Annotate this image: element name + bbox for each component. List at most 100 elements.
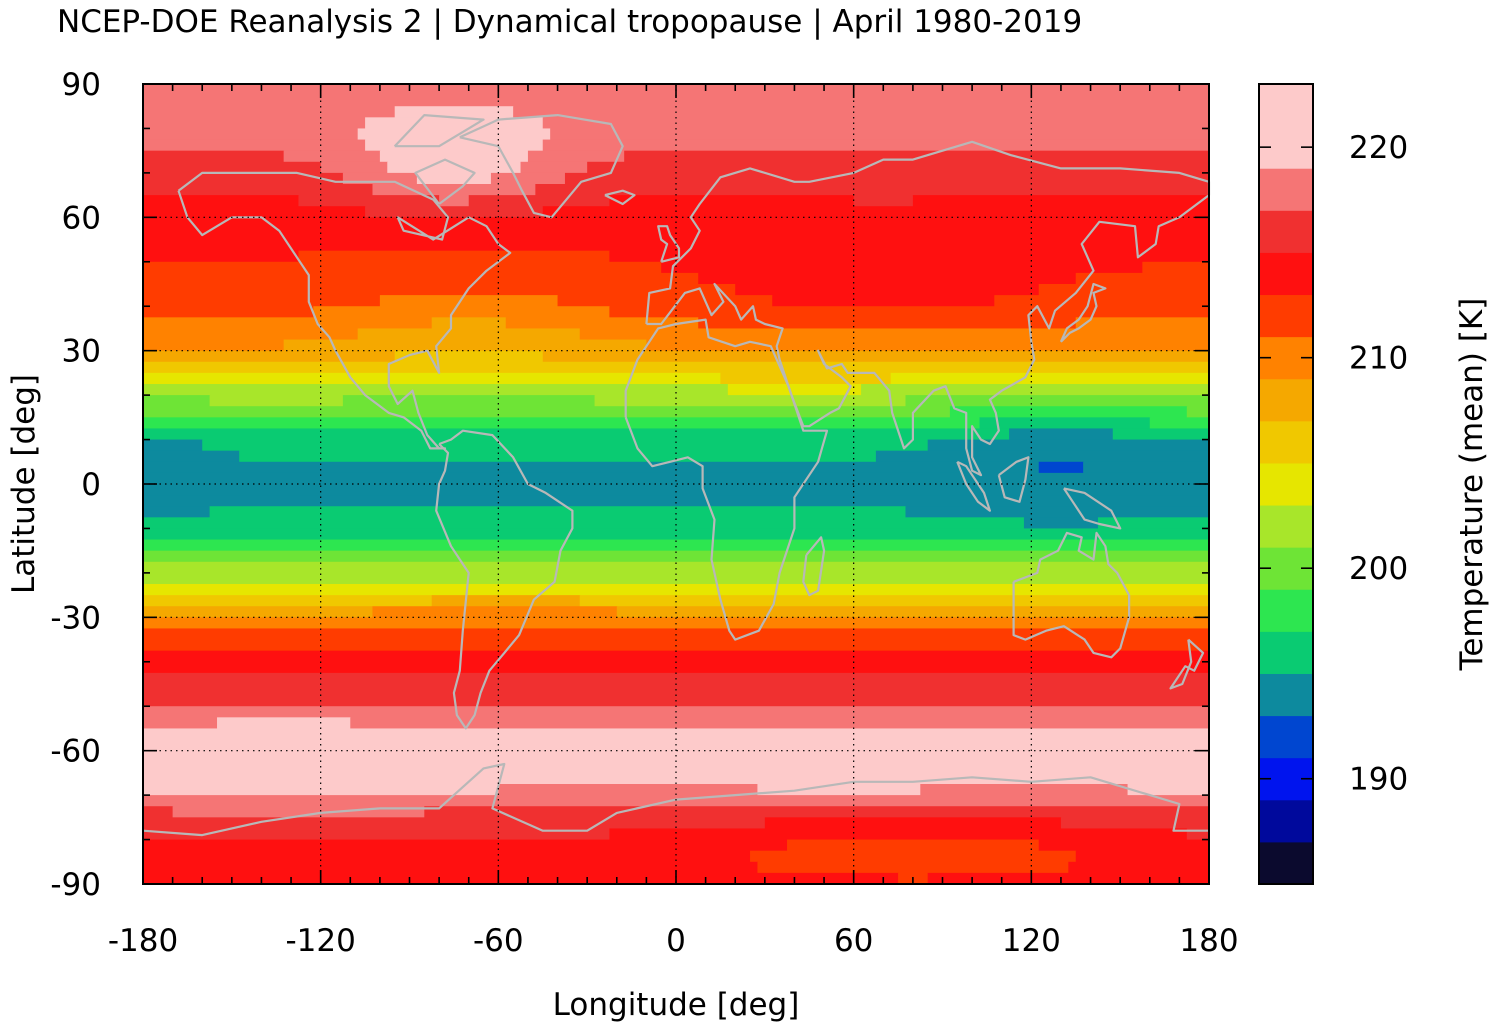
field-cell [772,295,995,307]
field-cell [1060,817,1210,830]
field-cell [890,372,1210,385]
colorbar-swatch [1259,84,1313,169]
field-cell [646,339,1210,352]
field-cell [1112,428,1210,441]
colorbar-swatch [1259,589,1313,632]
field-cell [579,595,1210,607]
field-cell [143,428,1010,441]
field-cell [143,484,1210,496]
field-cell [861,384,1210,396]
colorbar: 190 200 210 220 [1258,83,1408,885]
field-cell [143,339,285,352]
field-cell [379,150,529,163]
field-cell [387,161,522,174]
coast-new-zealand [1169,638,1205,690]
field-cell [927,872,1210,885]
field-cell [1186,406,1210,418]
field-cell [498,784,759,796]
field-cell [209,395,344,407]
colorbar-tick-label: 220 [1349,130,1408,166]
field-cell [557,295,773,307]
field-cell [143,361,1210,374]
field-cell [283,339,647,352]
coast-antarctica [142,762,1209,837]
field-cell [542,139,1210,152]
field-cell [143,228,1210,241]
field-cell [143,284,736,296]
field-cell [143,606,374,618]
field-cell [542,117,1210,130]
field-cell [365,206,544,218]
field-cell [172,806,425,818]
coast-sumatra [956,460,991,512]
colorbar-tick-label: 190 [1349,762,1408,798]
field-cell [143,328,359,341]
field-cell [949,406,1188,418]
coast-madagascar [802,536,826,597]
field-cell [1186,828,1210,841]
colorbar-frame [1258,83,1314,885]
field-cell [143,872,899,885]
field-cell [1038,839,1210,852]
field-cell [143,150,285,163]
colorbar-swatch [1259,210,1313,253]
field-cell [143,161,322,174]
coast-north-america [177,171,512,450]
field-cell [143,217,1210,230]
field-cell [1142,261,1210,274]
field-cell [143,417,981,430]
field-cell [143,450,240,463]
field-cell [143,795,1210,807]
field-cell [1038,284,1210,296]
field-cell [875,450,1210,463]
field-cell [143,506,211,518]
grid-lines [143,84,1209,884]
field-cell [143,172,344,185]
field-cell [143,717,218,730]
field-cell [342,395,596,407]
coast-britain [657,225,681,263]
coast-south-america [435,429,574,730]
field-cell [609,195,855,207]
colorbar-swatch [1259,505,1313,548]
field-cell [143,806,174,818]
field-cell [143,584,1210,596]
field-cell [143,384,729,396]
field-cell [298,250,610,263]
field-cell [542,206,1210,218]
axes: -180 -120 -60 0 60 120 180 90 60 30 0 -30 -60 -90 [50,67,1238,959]
field-cell [1038,461,1084,474]
field-cell [143,206,366,218]
x-tick-label: -180 [108,923,178,959]
field-cell [394,350,544,363]
field-cell [1075,850,1210,863]
field-cell [143,195,300,207]
field-cell [379,295,559,307]
field-cell [579,328,1210,341]
field-cell [527,150,625,163]
field-cell [283,150,381,163]
field-cell [490,172,566,185]
field-cell [143,317,433,330]
field-cell [439,195,470,207]
x-tick-label: 0 [666,923,686,959]
field-cell [239,450,877,463]
field-cell [535,184,1210,196]
field-cell [143,861,759,874]
field-cell [661,261,1143,274]
x-tick-label: -120 [285,923,355,959]
field-cell [143,550,1210,563]
coastlines [142,114,1211,837]
field-cell [372,184,536,196]
colorbar-swatch [1259,631,1313,674]
field-cell [143,817,766,830]
colorbar-tick-label: 200 [1349,551,1408,587]
coast-iceland [604,189,636,206]
field-cell [143,839,788,852]
y-axis-label: Latitude [deg] [6,374,42,594]
field-cell [513,106,1210,118]
field-cell [735,284,1040,296]
field-cell [217,717,351,730]
field-cell [616,606,1210,618]
field-cell [143,495,1210,507]
